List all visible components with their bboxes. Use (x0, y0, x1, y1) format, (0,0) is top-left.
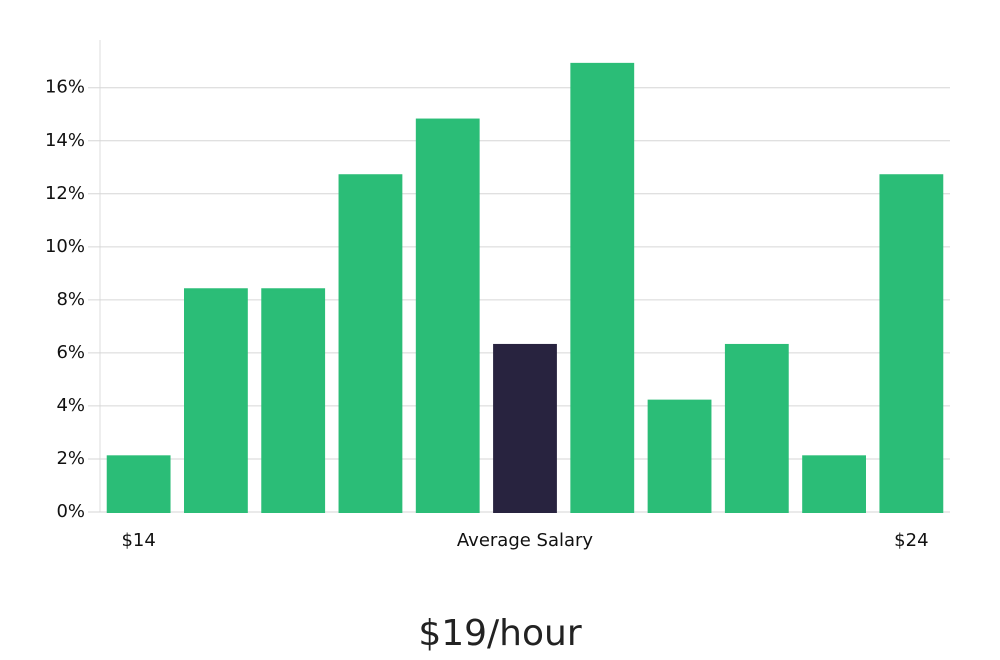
bar (338, 174, 403, 513)
y-tick-label: 16% (45, 77, 85, 98)
footer-salary: $19/hour (418, 613, 582, 654)
bar (647, 399, 712, 513)
x-tick-label: $14 (121, 530, 155, 551)
y-tick-label: 10% (45, 236, 85, 257)
bar (802, 455, 867, 513)
bar (261, 288, 326, 513)
y-tick-label: 8% (56, 289, 85, 310)
bar (879, 174, 944, 513)
y-tick-label: 4% (56, 395, 85, 416)
y-tick-label: 12% (45, 183, 85, 204)
bar (415, 118, 480, 513)
y-tick-label: 0% (56, 501, 85, 522)
bar (184, 288, 248, 513)
bar (493, 343, 557, 513)
y-tick-label: 14% (45, 130, 85, 151)
bar (106, 455, 171, 513)
bar (724, 343, 789, 513)
y-tick-label: 2% (56, 448, 85, 469)
bar (570, 62, 635, 513)
x-tick-label: $24 (894, 530, 928, 551)
y-tick-label: 6% (56, 342, 85, 363)
x-tick-label: Average Salary (457, 530, 594, 551)
